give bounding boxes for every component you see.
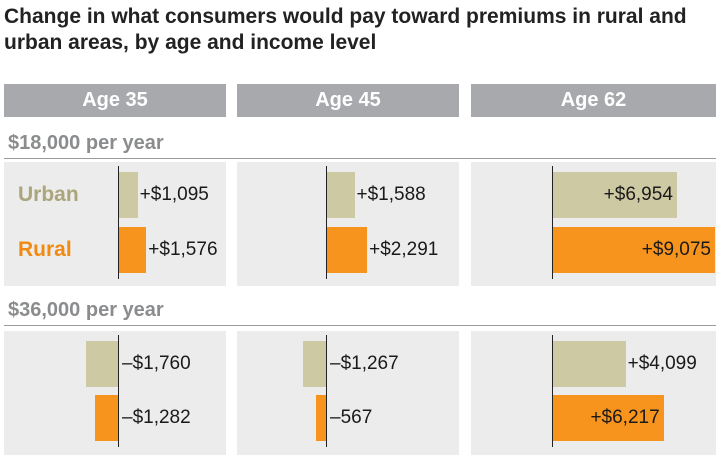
data-label: +$2,291	[369, 239, 439, 260]
data-label: –$1,267	[330, 353, 399, 374]
bar-rural	[552, 227, 715, 273]
data-label: +$1,588	[356, 184, 426, 205]
age-header-45: Age 45	[237, 84, 459, 117]
bar-rural	[552, 395, 664, 441]
series-label-urban: Urban	[18, 183, 79, 206]
bar-urban	[303, 341, 326, 387]
zero-axis	[326, 335, 327, 447]
chart-title: Change in what consumers would pay towar…	[4, 5, 687, 54]
bar-rural	[94, 395, 118, 441]
data-label: –$1,282	[122, 407, 191, 428]
bar-urban	[552, 172, 677, 218]
section-label-18000: $18,000 per year	[8, 132, 164, 154]
bar-urban	[86, 341, 118, 387]
data-label: +$9,075	[641, 239, 711, 260]
data-label: +$1,095	[139, 184, 209, 205]
section-rule	[4, 158, 716, 159]
age-header-35: Age 35	[4, 84, 226, 117]
bar-rural	[118, 227, 147, 273]
section-label-36000: $36,000 per year	[8, 299, 164, 321]
bar-urban	[118, 172, 138, 218]
data-label: +$6,954	[603, 184, 673, 205]
series-label-rural: Rural	[18, 238, 72, 261]
zero-axis	[326, 166, 327, 279]
bar-rural	[326, 227, 368, 273]
data-label: +$6,217	[590, 407, 660, 428]
zero-axis	[118, 166, 119, 279]
zero-axis	[552, 166, 553, 279]
chart-panel	[4, 162, 226, 286]
bar-urban	[552, 341, 626, 387]
bar-rural	[315, 395, 326, 441]
zero-axis	[552, 335, 553, 447]
data-label: +$1,576	[148, 239, 218, 260]
section-rule	[4, 325, 716, 326]
age-header-62: Age 62	[471, 84, 716, 117]
chart-panel	[237, 331, 459, 455]
bar-urban	[326, 172, 355, 218]
zero-axis	[118, 335, 119, 447]
data-label: –567	[330, 407, 373, 428]
data-label: +$4,099	[627, 353, 697, 374]
data-label: –$1,760	[122, 353, 191, 374]
